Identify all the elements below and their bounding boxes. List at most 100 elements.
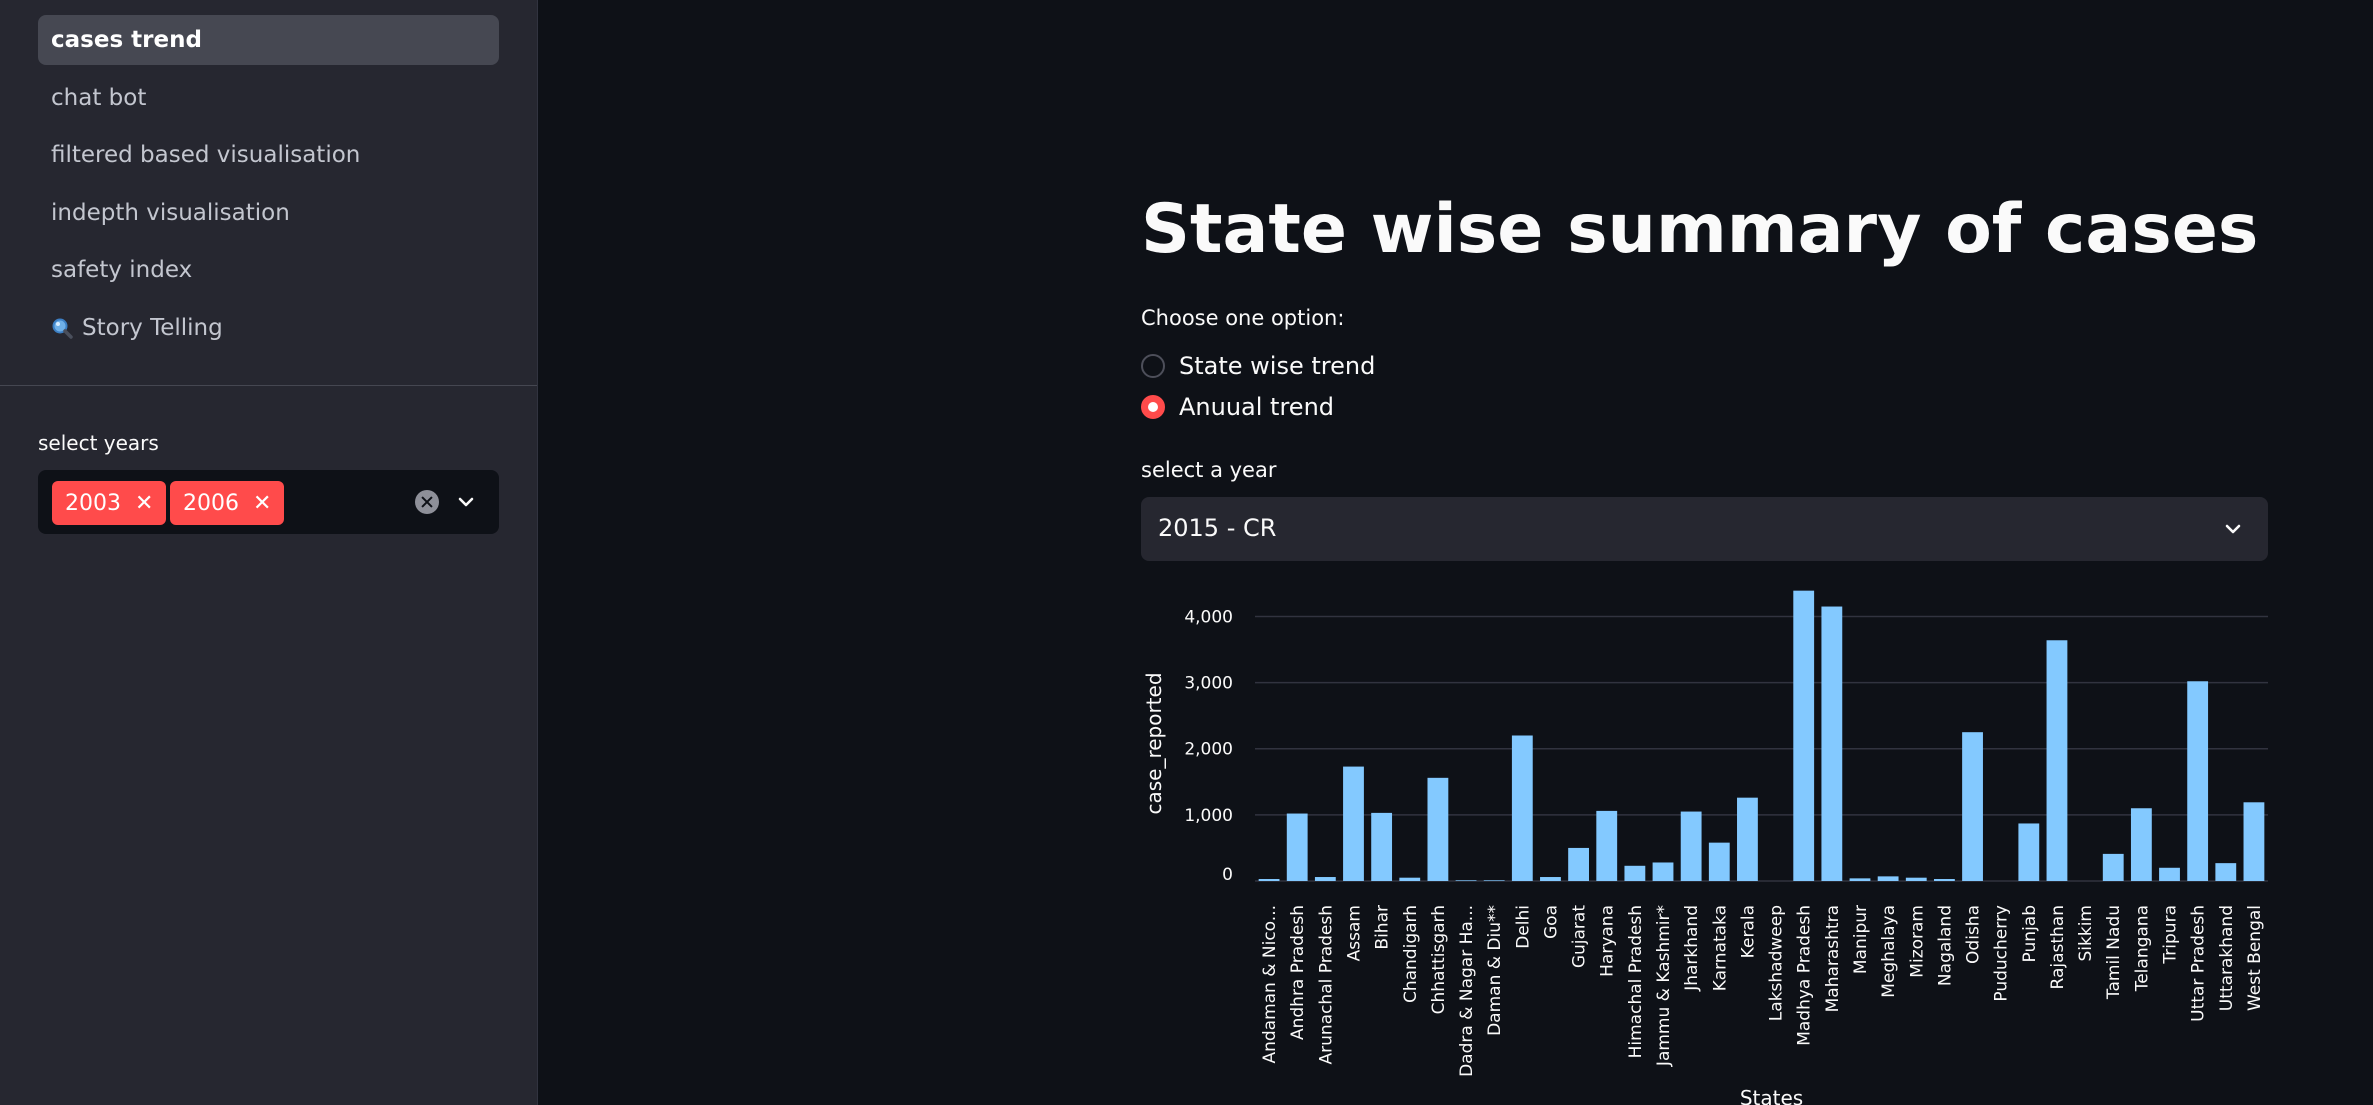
x-tick-label: Goa — [1541, 905, 1561, 939]
nav-item-label: cases trend — [51, 27, 202, 53]
bar — [1737, 797, 1758, 881]
bar — [1933, 879, 1955, 881]
bar — [1821, 606, 1843, 881]
sidebar-divider — [0, 385, 537, 386]
nav-item-label: indepth visualisation — [51, 199, 290, 226]
y-tick-label: 4,000 — [1184, 607, 1233, 627]
bar — [1568, 847, 1590, 881]
year-select[interactable]: 2015 - CR — [1141, 497, 2268, 561]
nav-item-label: filtered based visualisation — [51, 142, 361, 169]
bar-chart-svg: 0 1,000 2,000 3,000 4,000 case_reported Andama… — [1142, 590, 2268, 1105]
page-title: State wise summary of cases — [1141, 190, 2259, 269]
x-tick-label: Chhattisgarh — [1429, 905, 1449, 1014]
y-tick-label: 2,000 — [1184, 740, 1233, 760]
nav-item-indepth-visualisation[interactable]: indepth visualisation — [38, 188, 499, 238]
nav-item-filtered-visualisation[interactable]: filtered based visualisation — [38, 130, 499, 180]
bar — [1905, 877, 1927, 881]
bar — [2159, 867, 2180, 881]
bar — [1962, 732, 1983, 881]
bar — [2102, 853, 2124, 881]
x-tick-label: West Bengal — [2245, 905, 2265, 1011]
radio-annual-trend[interactable]: Anuual trend — [1141, 392, 1334, 422]
x-tick-label: Haryana — [1598, 905, 1618, 977]
bar — [1624, 865, 1646, 881]
bar — [1596, 810, 1618, 881]
bar-chart: 0 1,000 2,000 3,000 4,000 case_reported Andama… — [1141, 580, 2281, 1105]
bar — [1286, 813, 1308, 881]
x-tick-label: Tamil Nadu — [2104, 905, 2124, 1000]
x-tick-label: Punjab — [2020, 905, 2040, 962]
bar — [2243, 802, 2265, 881]
bar — [1877, 876, 1899, 881]
chevron-down-icon[interactable] — [2221, 517, 2245, 541]
x-tick-label: Andhra Pradesh — [1288, 905, 1308, 1040]
radio-state-wise-trend[interactable]: State wise trend — [1141, 351, 1375, 381]
bar — [1708, 842, 1730, 881]
radio-label: State wise trend — [1179, 352, 1376, 380]
bar — [1427, 777, 1449, 881]
nav-item-label: chat bot — [51, 84, 147, 111]
bar — [1793, 590, 1815, 881]
bar — [1511, 735, 1533, 881]
x-tick-label: Puducherry — [1992, 905, 2012, 1002]
year-tag: 2006 ✕ — [170, 481, 285, 525]
radio-circle[interactable] — [1141, 395, 1165, 419]
sidebar-nav: cases trend chat bot filtered based visu… — [38, 15, 499, 361]
bar — [1371, 812, 1393, 881]
bar — [1258, 879, 1280, 881]
radio-label: Anuual trend — [1179, 393, 1335, 421]
years-multiselect[interactable]: 2003 ✕ 2006 ✕ — [38, 470, 499, 534]
nav-item-story-telling[interactable]: Story Telling — [38, 303, 499, 353]
bar — [1483, 880, 1505, 881]
x-tick-label: Andaman & Nico... — [1260, 905, 1280, 1064]
years-label: select years — [38, 431, 159, 455]
bar — [2046, 640, 2068, 881]
bar — [1314, 877, 1336, 881]
chevron-down-icon[interactable] — [454, 490, 478, 514]
x-tick-label: Himachal Pradesh — [1626, 905, 1646, 1058]
x-tick-label: Maharashtra — [1823, 905, 1843, 1012]
nav-item-label: safety index — [51, 257, 193, 284]
x-tick-label: Manipur — [1851, 905, 1871, 974]
x-tick-label: Sikkim — [2076, 905, 2096, 962]
nav-item-cases-trend[interactable]: cases trend — [38, 15, 499, 65]
x-tick-label: Odisha — [1964, 905, 1984, 964]
y-tick-label: 0 — [1222, 865, 1233, 885]
year-tag-label: 2003 — [65, 490, 121, 516]
y-tick-label: 1,000 — [1184, 806, 1233, 826]
remove-tag-icon[interactable]: ✕ — [253, 490, 272, 516]
bar — [1680, 811, 1702, 881]
x-tick-label: Karnataka — [1710, 905, 1730, 991]
bar — [2215, 863, 2237, 881]
year-tag-label: 2006 — [183, 490, 239, 516]
nav-item-chat-bot[interactable]: chat bot — [38, 73, 499, 123]
x-tick-label: Bihar — [1373, 905, 1393, 950]
x-tick-label: Tripura — [2161, 905, 2181, 965]
nav-item-label: Story Telling — [82, 314, 223, 341]
magnifier-icon — [51, 317, 73, 339]
x-axis-label: States — [1740, 1086, 1803, 1105]
sidebar: cases trend chat bot filtered based visu… — [0, 0, 538, 1105]
x-tick-label: Kerala — [1738, 905, 1758, 958]
radio-circle[interactable] — [1141, 354, 1165, 378]
x-tick-label: Uttarakhand — [2217, 905, 2237, 1011]
y-axis-label: case_reported — [1142, 672, 1166, 814]
bar — [1540, 877, 1561, 881]
x-tick-label: Uttar Pradesh — [2189, 905, 2209, 1022]
clear-all-icon[interactable] — [415, 490, 439, 514]
nav-item-safety-index[interactable]: safety index — [38, 245, 499, 295]
y-tick-label: 3,000 — [1184, 674, 1233, 694]
x-tick-label: Gujarat — [1570, 905, 1590, 968]
x-tick-label: Nagaland — [1935, 905, 1955, 986]
x-tick-label: Arunachal Pradesh — [1316, 905, 1336, 1065]
x-tick-label: Delhi — [1513, 905, 1533, 949]
year-select-value: 2015 - CR — [1158, 514, 1277, 542]
choose-option-label: Choose one option: — [1141, 306, 1345, 330]
bar — [1849, 878, 1871, 881]
remove-tag-icon[interactable]: ✕ — [135, 490, 154, 516]
year-tag: 2003 ✕ — [52, 481, 167, 525]
bar — [2130, 808, 2152, 881]
x-tick-label: Meghalaya — [1879, 905, 1899, 998]
x-tick-label: Madhya Pradesh — [1795, 905, 1815, 1046]
